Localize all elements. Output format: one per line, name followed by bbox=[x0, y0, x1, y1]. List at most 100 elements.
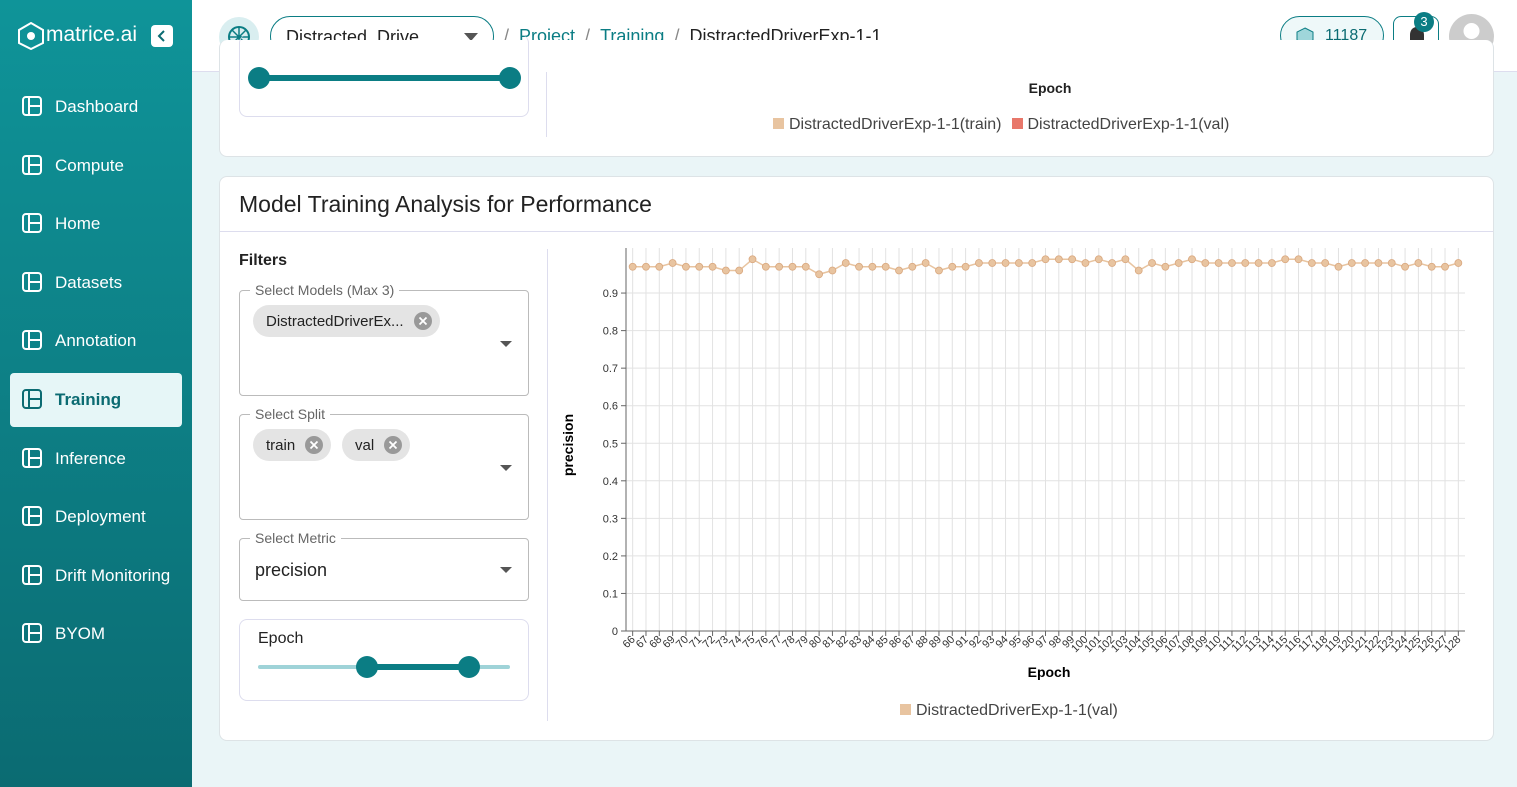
slider-handle[interactable] bbox=[356, 656, 378, 678]
filters-title: Filters bbox=[239, 252, 288, 269]
legend-swatch bbox=[1011, 118, 1023, 129]
chip-label: DistractedDriverEx... bbox=[266, 312, 404, 330]
point bbox=[1374, 259, 1383, 267]
x-axis-label: Epoch bbox=[1028, 80, 1072, 96]
point bbox=[1054, 255, 1063, 264]
point bbox=[1121, 255, 1130, 264]
slider-track bbox=[258, 75, 510, 81]
point bbox=[1148, 259, 1156, 267]
point bbox=[881, 262, 890, 271]
point bbox=[1214, 259, 1223, 267]
nav-item[interactable]: Annotation bbox=[10, 314, 182, 368]
nav-item[interactable]: Drift Monitoring bbox=[10, 549, 182, 603]
point bbox=[775, 262, 784, 271]
point bbox=[1267, 259, 1276, 267]
nav-icon bbox=[22, 271, 42, 292]
nav-label: Annotation bbox=[55, 331, 137, 351]
point bbox=[1161, 262, 1170, 271]
field-label: Select Models (Max 3) bbox=[250, 282, 400, 298]
collapse-button[interactable] bbox=[151, 25, 173, 47]
slider-handle[interactable] bbox=[458, 656, 480, 678]
divider bbox=[547, 249, 548, 721]
chip-label: train bbox=[266, 436, 296, 454]
y-tick-label: 0.4 bbox=[603, 476, 618, 488]
logo-text: matrice.ai bbox=[46, 23, 138, 46]
slider-handle[interactable] bbox=[248, 67, 270, 89]
point bbox=[815, 270, 824, 279]
y-axis-label: precision bbox=[560, 414, 576, 476]
metric-value: precision bbox=[255, 560, 328, 580]
point bbox=[1068, 255, 1077, 264]
notification-badge: 3 bbox=[1414, 12, 1434, 32]
x-tick-label: 128 bbox=[1442, 634, 1463, 655]
point bbox=[1307, 259, 1316, 267]
nav-item[interactable]: Compute bbox=[10, 139, 182, 193]
point bbox=[935, 266, 943, 275]
point bbox=[788, 262, 797, 271]
legend-label: DistractedDriverExp-1-1(val) bbox=[1027, 116, 1230, 133]
nav-item[interactable]: Home bbox=[10, 197, 182, 251]
y-tick-label: 0.9 bbox=[603, 288, 618, 300]
chip-remove[interactable] bbox=[305, 436, 324, 454]
point bbox=[868, 262, 877, 271]
chip-remove[interactable] bbox=[384, 436, 403, 454]
logo-icon bbox=[18, 22, 44, 50]
y-tick-label: 0.2 bbox=[603, 551, 618, 563]
nav-item[interactable]: Inference bbox=[10, 432, 182, 486]
point bbox=[855, 262, 863, 271]
nav-icon bbox=[22, 564, 42, 585]
sidebar: matrice.ai Dashboard Compute Home Datasets A… bbox=[0, 0, 192, 787]
slider-track bbox=[367, 664, 469, 670]
dropdown-caret bbox=[500, 341, 512, 347]
point bbox=[975, 259, 983, 267]
point bbox=[1347, 259, 1356, 267]
separator: / bbox=[674, 26, 680, 46]
nav-item[interactable]: Datasets bbox=[10, 256, 182, 310]
dropdown-caret bbox=[500, 567, 512, 573]
point bbox=[1401, 262, 1409, 271]
point bbox=[1427, 262, 1436, 271]
nav-icon bbox=[22, 330, 42, 351]
y-tick-label: 0.7 bbox=[603, 363, 618, 375]
chip: val bbox=[342, 429, 411, 461]
split-select[interactable]: Select Split train val bbox=[239, 406, 529, 520]
point bbox=[682, 262, 690, 271]
point bbox=[1028, 259, 1037, 267]
point bbox=[708, 262, 717, 271]
nav-item[interactable]: BYOM bbox=[10, 607, 182, 661]
point bbox=[988, 259, 997, 267]
chip-remove[interactable] bbox=[413, 312, 432, 330]
chip-label: val bbox=[355, 436, 375, 454]
models-select[interactable]: Select Models (Max 3) DistractedDriverEx… bbox=[239, 282, 529, 396]
point bbox=[921, 259, 930, 267]
point bbox=[1174, 259, 1183, 267]
legend: DistractedDriverExp-1-1(train) Distracte… bbox=[773, 116, 1229, 134]
slider-handle[interactable] bbox=[499, 67, 521, 89]
nav-label: Deployment bbox=[55, 507, 146, 527]
metric-select[interactable]: Select Metric precision bbox=[239, 530, 529, 601]
nav-icon bbox=[22, 623, 42, 644]
point bbox=[1361, 259, 1370, 267]
point bbox=[1281, 255, 1290, 264]
nav-item[interactable]: Dashboard bbox=[10, 80, 182, 134]
y-tick-label: 0 bbox=[612, 626, 618, 638]
nav-item[interactable]: Training bbox=[10, 373, 182, 427]
point bbox=[668, 259, 677, 267]
point bbox=[1014, 259, 1023, 267]
point bbox=[1387, 259, 1396, 267]
separator: / bbox=[504, 26, 510, 46]
field-label: Select Metric bbox=[250, 530, 341, 546]
point bbox=[655, 262, 664, 271]
legend-swatch bbox=[773, 118, 784, 129]
nav-item[interactable]: Deployment bbox=[10, 490, 182, 544]
point bbox=[1454, 259, 1463, 267]
point bbox=[1294, 255, 1303, 264]
divider bbox=[546, 72, 547, 137]
point bbox=[761, 262, 770, 271]
legend-swatch bbox=[900, 704, 911, 715]
epoch-label: Epoch bbox=[258, 630, 304, 647]
nav-label: Datasets bbox=[55, 272, 123, 292]
y-tick-label: 0.1 bbox=[603, 588, 618, 600]
field-label: Select Split bbox=[250, 406, 331, 422]
nav-label: Home bbox=[55, 214, 101, 234]
